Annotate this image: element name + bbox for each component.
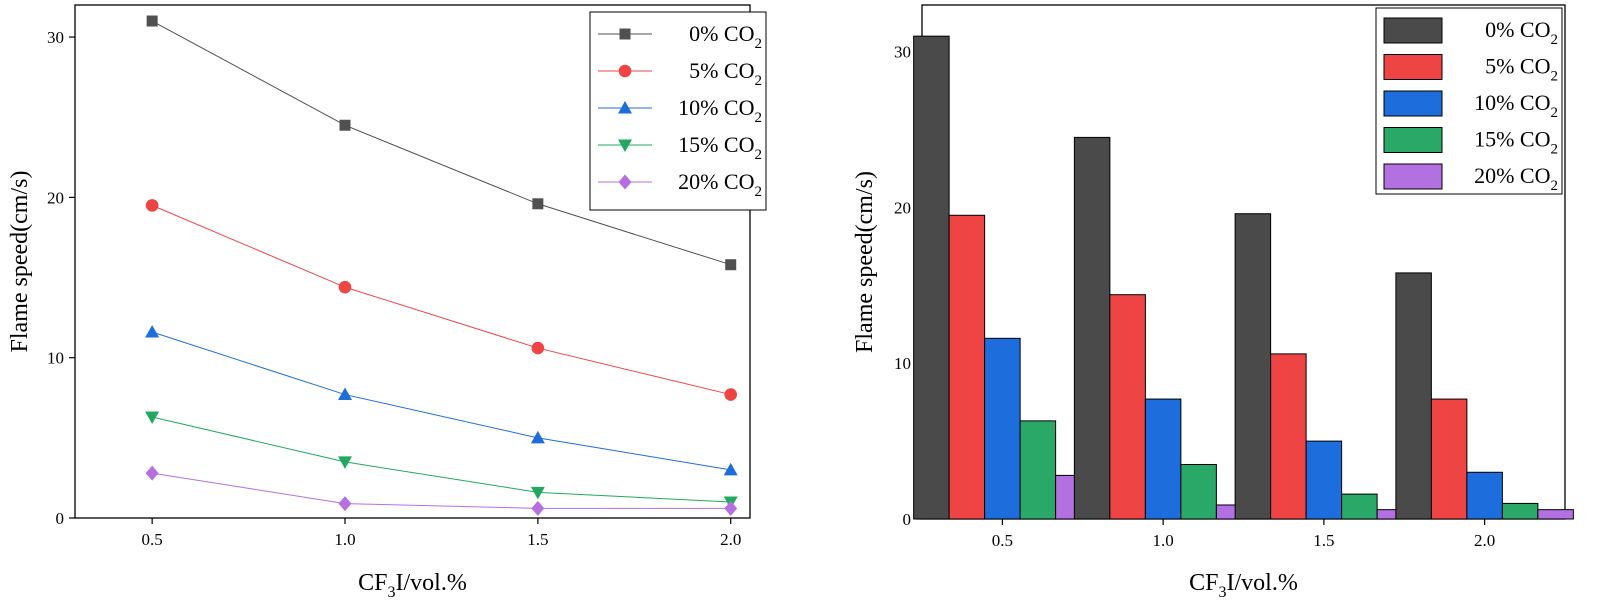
- bar: [1430, 398, 1468, 520]
- series-line: [152, 416, 731, 503]
- data-point: [145, 411, 160, 425]
- bar: [948, 214, 986, 520]
- series-line: [151, 204, 731, 396]
- data-point: [530, 430, 545, 444]
- legend-label: 0% CO2: [1485, 17, 1558, 48]
- legend-box: [589, 11, 767, 211]
- bar: [1270, 353, 1307, 520]
- data-point: [145, 465, 159, 481]
- data-point: [338, 456, 352, 469]
- x-tick-label: 0.5: [142, 530, 163, 549]
- legend-swatch: [1383, 90, 1443, 117]
- legend-label: 10% CO2: [678, 95, 762, 126]
- data-point: [724, 500, 738, 516]
- series-line: [151, 331, 731, 471]
- bar: [1019, 420, 1057, 520]
- bar: [913, 35, 950, 520]
- legend-label: 15% CO2: [1474, 127, 1558, 158]
- data-point: [145, 199, 159, 212]
- legend-marker: [618, 101, 632, 114]
- data-point: [145, 325, 160, 338]
- bar: [984, 337, 1021, 520]
- bar: [1466, 471, 1503, 520]
- legend-swatch: [1383, 17, 1443, 44]
- x-tick-label: 2.0: [720, 530, 741, 549]
- data-point: [338, 387, 352, 401]
- legend-swatch: [1383, 127, 1443, 153]
- data-point: [338, 496, 352, 512]
- x-tick-label: 1.0: [334, 530, 355, 549]
- legend-label: 15% CO2: [678, 132, 762, 163]
- x-axis-label: CF3I/vol.%: [1189, 570, 1298, 601]
- bar: [1537, 509, 1574, 520]
- data-point: [339, 119, 351, 131]
- y-tick-label: 10: [47, 349, 64, 368]
- series-line: [152, 472, 731, 509]
- bar: [1305, 440, 1343, 520]
- x-tick-label: 0.5: [992, 531, 1013, 550]
- data-point: [532, 198, 544, 210]
- data-point: [338, 280, 352, 294]
- y-tick-label: 30: [47, 28, 64, 47]
- y-tick-label: 0: [903, 510, 912, 529]
- legend-swatch: [1383, 163, 1443, 190]
- bar: [1234, 213, 1272, 520]
- y-tick-label: 0: [56, 509, 65, 528]
- data-point: [725, 259, 737, 271]
- legend-label: 20% CO2: [1474, 163, 1558, 194]
- legend-label: 20% CO2: [678, 169, 762, 200]
- bar: [1341, 493, 1378, 520]
- bar: [1501, 502, 1539, 520]
- legend-marker: [619, 28, 631, 40]
- legend-label: 0% CO2: [689, 21, 762, 52]
- legend-marker: [618, 139, 632, 152]
- data-point: [531, 341, 545, 355]
- plot-frame: [74, 4, 751, 519]
- x-tick-label: 1.5: [1313, 531, 1334, 550]
- bar: [1109, 294, 1146, 520]
- data-point: [146, 15, 158, 27]
- y-axis-label: Flame speed(cm/s): [7, 171, 33, 353]
- y-tick-label: 20: [47, 188, 64, 207]
- y-tick-label: 30: [894, 43, 911, 62]
- legend-label: 10% CO2: [1474, 90, 1558, 121]
- legend-swatch: [1383, 54, 1443, 80]
- series-line: [151, 20, 731, 266]
- y-tick-label: 10: [894, 354, 911, 373]
- legend-marker: [618, 174, 632, 190]
- data-point: [531, 500, 545, 516]
- data-point: [723, 462, 738, 476]
- bar: [1180, 463, 1217, 520]
- legend-label: 5% CO2: [689, 58, 762, 89]
- bar: [1073, 136, 1111, 520]
- y-axis-label: Flame speed(cm/s): [852, 171, 878, 353]
- data-point: [724, 388, 738, 401]
- x-axis-label: CF3I/vol.%: [358, 570, 467, 601]
- bar: [1395, 272, 1432, 520]
- legend-label: 5% CO2: [1485, 54, 1558, 85]
- x-tick-label: 1.5: [527, 530, 548, 549]
- x-tick-label: 1.0: [1153, 531, 1174, 550]
- y-tick-label: 20: [894, 198, 911, 217]
- data-point: [530, 486, 545, 500]
- bar: [1144, 398, 1182, 520]
- legend-marker: [618, 64, 632, 78]
- x-tick-label: 2.0: [1474, 531, 1495, 550]
